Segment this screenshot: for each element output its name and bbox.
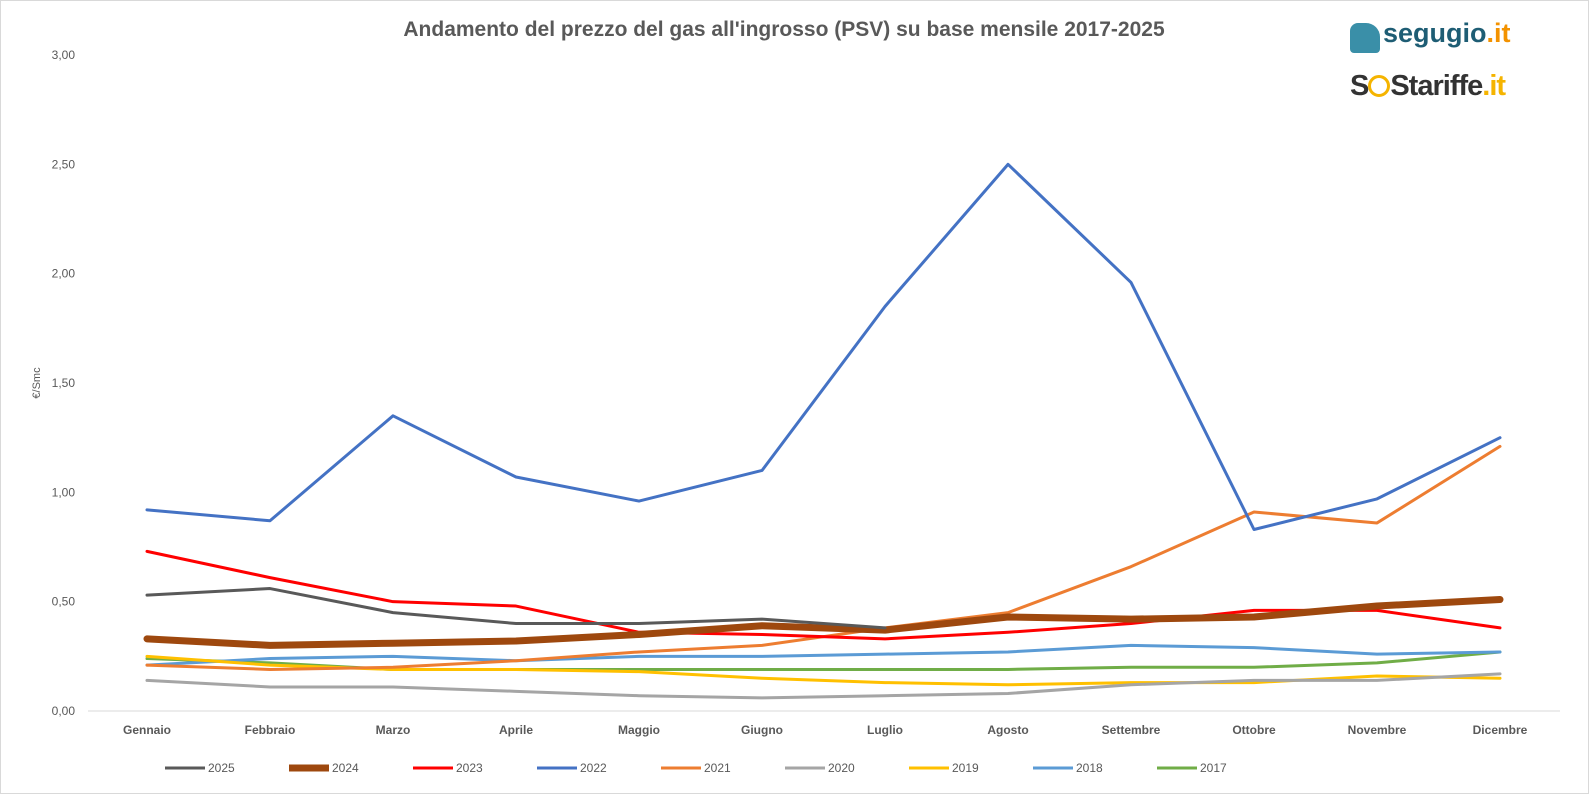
x-tick-label: Agosto (987, 723, 1028, 737)
legend-item-2021: 2021 (661, 761, 731, 775)
y-tick-label: 0,00 (52, 704, 76, 718)
y-tick-label: 1,50 (52, 376, 76, 390)
series-line-2023 (145, 549, 1502, 641)
y-axis-label: €/Smc (31, 367, 43, 399)
x-tick-label: Marzo (376, 723, 411, 737)
legend-label: 2017 (1200, 761, 1227, 775)
x-tick-label: Aprile (499, 723, 533, 737)
legend-label: 2022 (580, 761, 607, 775)
series-line-2018 (145, 643, 1502, 667)
legend-label: 2024 (332, 761, 359, 775)
legend-label: 2025 (208, 761, 235, 775)
legend-label: 2020 (828, 761, 855, 775)
legend-item-2017: 2017 (1157, 761, 1227, 775)
legend-item-2020: 2020 (785, 761, 855, 775)
legend-label: 2019 (952, 761, 979, 775)
dog-icon (1350, 22, 1380, 53)
y-tick-label: 1,00 (52, 485, 76, 499)
x-tick-label: Febbraio (245, 723, 296, 737)
legend-label: 2018 (1076, 761, 1103, 775)
chart-title: Andamento del prezzo del gas all'ingross… (403, 18, 1165, 41)
x-tick-label: Gennaio (123, 723, 171, 737)
x-tick-label: Novembre (1348, 723, 1407, 737)
legend-item-2019: 2019 (909, 761, 979, 775)
x-tick-label: Dicembre (1473, 723, 1528, 737)
legend-item-2022: 2022 (537, 761, 607, 775)
x-tick-label: Settembre (1102, 723, 1161, 737)
legend-label: 2021 (704, 761, 731, 775)
lifebuoy-icon (1368, 75, 1391, 97)
segugio-logo: segugio.it (1350, 18, 1511, 53)
legend-item-2025: 2025 (165, 761, 235, 775)
y-tick-label: 3,00 (52, 48, 76, 62)
legend-item-2023: 2023 (413, 761, 483, 775)
sostariffe-logo: S Stariffe.it (1350, 70, 1506, 102)
legend-item-2018: 2018 (1033, 761, 1103, 775)
series-line-2020 (145, 672, 1502, 700)
series-line-2025 (145, 587, 887, 630)
x-tick-label: Ottobre (1232, 723, 1276, 737)
x-tick-label: Maggio (618, 723, 660, 737)
x-tick-label: Giugno (741, 723, 783, 737)
y-tick-label: 2,00 (52, 267, 76, 281)
series-line-2024 (143, 595, 1504, 649)
series-line-2022 (145, 162, 1502, 532)
legend-label: 2023 (456, 761, 483, 775)
x-tick-label: Luglio (867, 723, 903, 737)
y-tick-label: 2,50 (52, 157, 76, 171)
legend-item-2024: 2024 (289, 761, 359, 775)
y-tick-label: 0,50 (52, 595, 76, 609)
